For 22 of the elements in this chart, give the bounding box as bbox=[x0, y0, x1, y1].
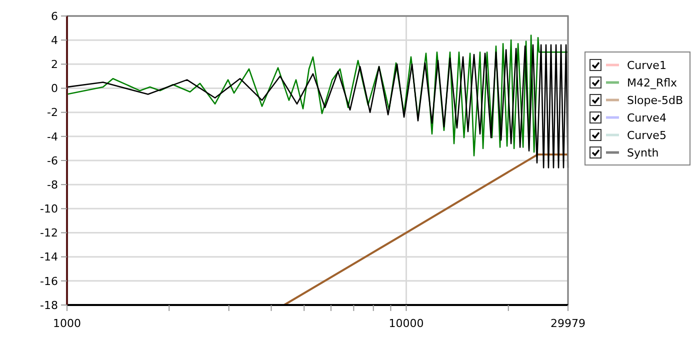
y-tick-label: -2 bbox=[47, 106, 58, 120]
x-tick-label: 10000 bbox=[388, 317, 424, 330]
y-tick-label: -10 bbox=[40, 202, 58, 216]
legend-label: Curve5 bbox=[627, 128, 666, 142]
y-tick-label: 6 bbox=[51, 10, 58, 23]
y-tick-label: 0 bbox=[51, 82, 58, 96]
x-tick-label: 29979 bbox=[550, 317, 586, 330]
y-tick-label: -16 bbox=[40, 274, 58, 288]
y-tick-label: 2 bbox=[51, 58, 58, 72]
y-tick-label: 4 bbox=[51, 34, 58, 47]
y-tick-label: -4 bbox=[47, 130, 58, 144]
legend-label: Curve4 bbox=[627, 111, 666, 124]
x-tick-label: 1000 bbox=[53, 317, 81, 330]
y-tick-label: -14 bbox=[40, 250, 58, 264]
legend-label: M42_Rflx bbox=[627, 76, 678, 90]
legend-label: Slope-5dB bbox=[627, 94, 684, 107]
legend-label: Synth bbox=[627, 146, 659, 160]
y-tick-label: -12 bbox=[40, 226, 58, 240]
y-tick-label: -8 bbox=[47, 178, 58, 192]
legend-label: Curve1 bbox=[627, 58, 666, 72]
y-tick-label: -6 bbox=[47, 154, 58, 168]
y-tick-label: -18 bbox=[40, 298, 58, 312]
